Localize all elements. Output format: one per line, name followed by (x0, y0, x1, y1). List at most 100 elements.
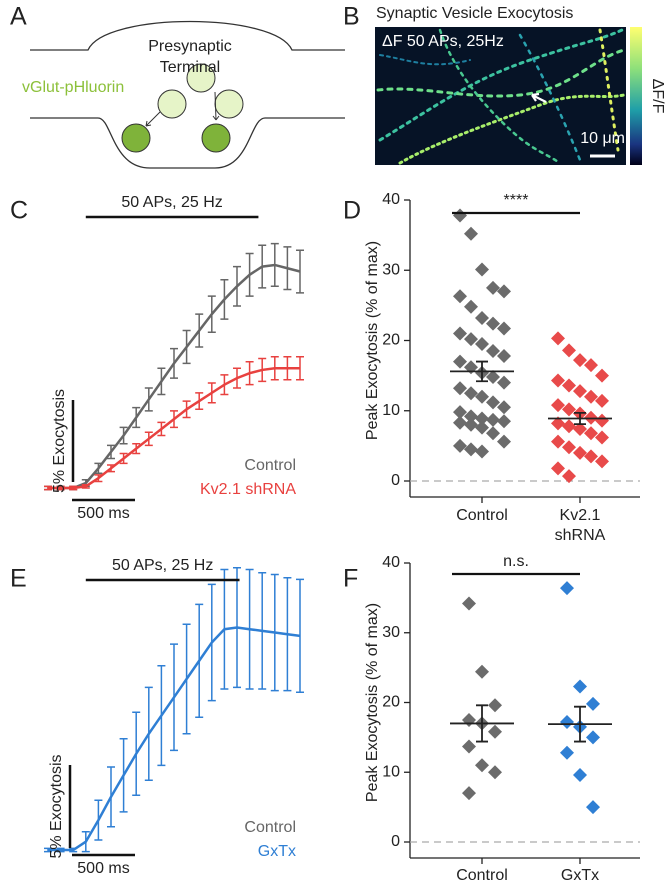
data-point (464, 299, 478, 314)
data-point (464, 417, 478, 432)
data-point (453, 289, 467, 304)
data-point (560, 715, 574, 730)
data-point (595, 393, 609, 408)
data-point (453, 415, 467, 430)
data-point (497, 400, 511, 415)
legend-entry: Control (244, 457, 296, 474)
data-point (551, 461, 565, 476)
data-point (573, 445, 587, 460)
data-point (475, 758, 489, 773)
fused-vesicle (201, 123, 231, 153)
data-point (486, 370, 500, 385)
data-point (453, 354, 467, 369)
data-point (462, 786, 476, 801)
data-point (551, 331, 565, 346)
data-point (497, 414, 511, 429)
data-point (595, 430, 609, 445)
data-point (595, 413, 609, 428)
diagram-label: vGlut-pHluorin (22, 79, 124, 96)
data-point (562, 440, 576, 455)
data-point (486, 280, 500, 295)
y-tick-label: 40 (382, 554, 400, 571)
vesicle (214, 89, 244, 119)
synapse-diagram (30, 20, 345, 169)
scale-label-y: 5% Exocytosis (51, 389, 68, 493)
scale-label-y: 5% Exocytosis (48, 754, 65, 858)
arrow (531, 92, 547, 103)
data-point (562, 469, 576, 484)
fused-vesicle (121, 123, 151, 153)
data-point (486, 412, 500, 427)
y-tick-label: 0 (391, 833, 400, 850)
panel-letter: C (10, 197, 28, 225)
data-point (497, 348, 511, 363)
data-point (486, 426, 500, 441)
legend-entry: GxTx (258, 843, 296, 860)
panel-letter: F (343, 565, 358, 593)
arrow (145, 111, 161, 127)
data-point (551, 434, 565, 449)
data-point (573, 768, 587, 783)
data-point (551, 373, 565, 388)
image-caption: ΔF 50 APs, 25Hz (382, 33, 504, 50)
y-axis-label: Peak Exocytosis (% of max) (364, 241, 381, 440)
data-point (464, 332, 478, 347)
series-line (48, 263, 301, 490)
x-tick-label: Control (456, 507, 508, 524)
y-tick-label: 10 (382, 402, 400, 419)
data-point (573, 384, 587, 399)
data-point (486, 316, 500, 331)
data-point (475, 444, 489, 459)
panel-letter: A (10, 3, 27, 31)
membrane-bottom (30, 117, 345, 169)
y-tick-label: 30 (382, 624, 400, 641)
scale-label: 10 μm (580, 130, 625, 147)
arrow (212, 91, 220, 121)
legend-entry: Control (244, 819, 296, 836)
data-point (562, 343, 576, 358)
series-line (48, 626, 301, 852)
diagram-label: Presynaptic (148, 38, 232, 55)
data-point (464, 386, 478, 401)
y-tick-label: 10 (382, 763, 400, 780)
data-point (562, 419, 576, 434)
data-point (486, 344, 500, 359)
y-tick-label: 0 (391, 472, 400, 489)
data-point (595, 368, 609, 383)
data-point (488, 698, 502, 713)
data-point (560, 745, 574, 760)
vesicle (157, 89, 187, 119)
data-point (475, 311, 489, 326)
data-point (560, 581, 574, 596)
y-tick-label: 20 (382, 332, 400, 349)
data-point (586, 696, 600, 711)
colorbar (630, 27, 642, 165)
significance-label: **** (504, 192, 529, 209)
data-point (551, 398, 565, 413)
y-axis-label: Peak Exocytosis (% of max) (364, 603, 381, 802)
image-title: Synaptic Vesicle Exocytosis (376, 5, 573, 22)
data-point (595, 454, 609, 469)
data-point (586, 730, 600, 745)
stimulus-label: 50 APs, 25 Hz (121, 194, 222, 211)
data-point (464, 442, 478, 457)
data-point (551, 416, 565, 431)
data-point (453, 381, 467, 396)
x-tick-label: Kv2.1 shRNA (555, 507, 606, 544)
data-point (486, 395, 500, 410)
data-point (453, 326, 467, 341)
data-point (453, 405, 467, 420)
sem-bar (574, 705, 586, 743)
series-line (48, 367, 300, 490)
data-point (453, 438, 467, 453)
data-point (497, 434, 511, 449)
y-tick-label: 30 (382, 261, 400, 278)
data-point (453, 208, 467, 223)
data-point (584, 449, 598, 464)
data-point (573, 679, 587, 694)
diagram-label: Terminal (160, 59, 220, 76)
data-point (497, 321, 511, 336)
sem-bar (574, 411, 586, 425)
colorbar-label: ΔF/F (649, 79, 666, 114)
data-point (462, 596, 476, 611)
